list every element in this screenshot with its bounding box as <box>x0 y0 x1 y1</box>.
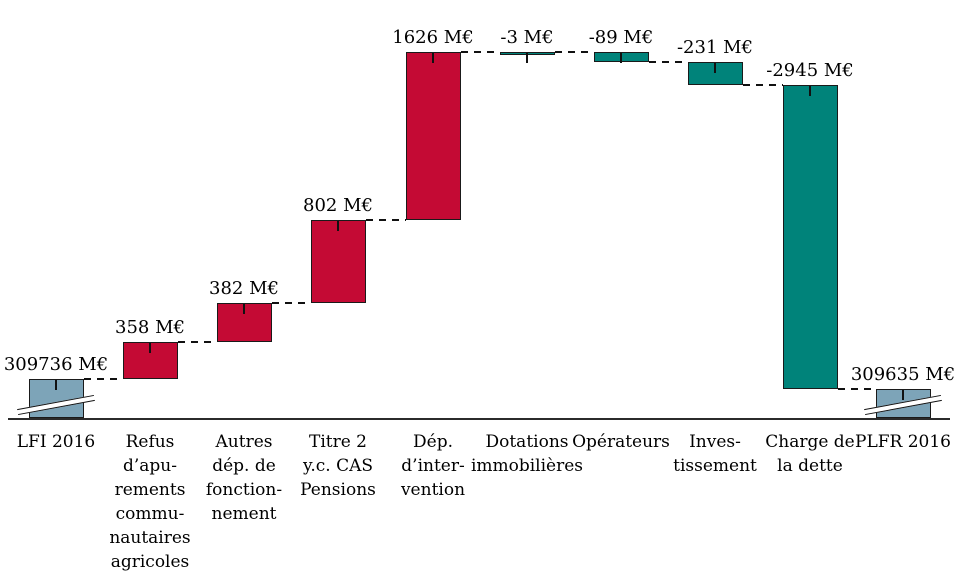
bar-refus-apurements <box>122 342 178 379</box>
bar-top-tick <box>149 343 151 354</box>
category-label-line: Dotations <box>485 432 569 452</box>
connector-dashed-line <box>365 218 406 221</box>
value-label-dep-intervention: 1626 M€ <box>392 27 474 49</box>
connector-dashed-line <box>460 51 500 54</box>
value-label-titre-2-cas-pensions: 802 M€ <box>303 194 373 216</box>
category-label-charge-de-la-dette: Charge de la dette <box>748 430 872 478</box>
category-label-line: Dép. <box>413 432 453 452</box>
value-label-operateurs: -89 M€ <box>588 27 654 49</box>
category-label-line: Pensions <box>300 480 376 500</box>
bar-top-tick <box>620 53 622 64</box>
category-label-line: PLFR 2016 <box>855 432 951 452</box>
category-label-line: d’inter- <box>401 456 465 476</box>
connector-dashed-line <box>648 60 688 63</box>
bar-titre-2-cas-pensions <box>310 219 366 303</box>
category-label-line: fonction- <box>205 480 283 500</box>
bar-top-tick <box>337 220 339 231</box>
bar-top-tick <box>55 380 57 390</box>
value-label-lfi-2016: 309736 M€ <box>3 354 109 375</box>
value-label-investissement: -231 M€ <box>676 36 754 58</box>
connector-dashed-line <box>177 341 217 344</box>
category-label-line: Refus <box>125 432 175 452</box>
connector-dashed-line <box>554 51 594 54</box>
bar-top-tick <box>432 53 434 64</box>
bar-top-tick <box>902 390 904 401</box>
category-label-line: Titre 2 <box>308 432 367 452</box>
bar-top-tick <box>714 62 716 73</box>
connector-dashed-line <box>837 388 876 391</box>
category-label-line: tissement <box>673 456 757 476</box>
bar-top-tick <box>526 53 528 64</box>
category-label-line: d’apu- <box>123 456 177 476</box>
bar-investissement <box>687 61 743 86</box>
category-label-investissement: Inves-tissement <box>653 430 777 478</box>
category-label-line: y.c. CAS <box>302 456 373 476</box>
value-label-refus-apurements: 358 M€ <box>115 317 185 339</box>
bar-top-tick <box>243 303 245 314</box>
category-label-line: nautaires <box>109 528 191 548</box>
category-label-dep-intervention: Dép. d’inter-vention <box>371 430 495 502</box>
category-label-line: Charge de <box>765 432 855 452</box>
category-label-line: agricoles <box>110 552 190 572</box>
category-label-refus-apurements: Refus d’apu-rements commu-nautaires agricol… <box>88 430 212 574</box>
bar-charge-de-la-dette <box>782 85 838 390</box>
category-label-line: LFI 2016 <box>16 432 96 452</box>
category-label-line: rements <box>114 480 186 500</box>
category-label-line: nement <box>211 504 277 524</box>
category-label-line: vention <box>400 480 466 500</box>
connector-dashed-line <box>742 84 783 87</box>
category-label-dotations-immobilieres: Dotations immobilières <box>465 430 589 478</box>
x-axis-line <box>8 418 950 420</box>
value-label-autres-dep-fonctionnement: 382 M€ <box>209 277 279 299</box>
category-label-line: Opérateurs <box>572 432 670 452</box>
bar-top-tick <box>809 86 811 97</box>
category-label-plfr-2016: PLFR 2016 <box>841 430 956 454</box>
category-label-operateurs: Opérateurs <box>559 430 683 454</box>
category-label-titre-2-cas-pensions: Titre 2 y.c. CAS Pensions <box>276 430 400 502</box>
category-label-line: dép. de <box>212 456 276 476</box>
value-label-dotations-immobilieres: -3 M€ <box>500 27 554 49</box>
connector-dashed-line <box>271 301 311 304</box>
bar-dep-intervention <box>405 52 461 220</box>
category-label-line: commu- <box>115 504 185 524</box>
category-label-lfi-2016: LFI 2016 <box>0 430 118 454</box>
value-label-charge-de-la-dette: -2945 M€ <box>766 60 854 82</box>
connector-dashed-line <box>83 378 123 380</box>
category-label-line: immobilières <box>470 456 584 476</box>
value-label-plfr-2016: 309635 M€ <box>850 364 956 386</box>
category-label-line: Autres <box>215 432 273 452</box>
category-label-line: la dette <box>777 456 843 476</box>
category-label-line: Inves- <box>689 432 741 452</box>
category-label-autres-dep-fonctionnement: Autres dép. de fonction-nement <box>182 430 306 526</box>
